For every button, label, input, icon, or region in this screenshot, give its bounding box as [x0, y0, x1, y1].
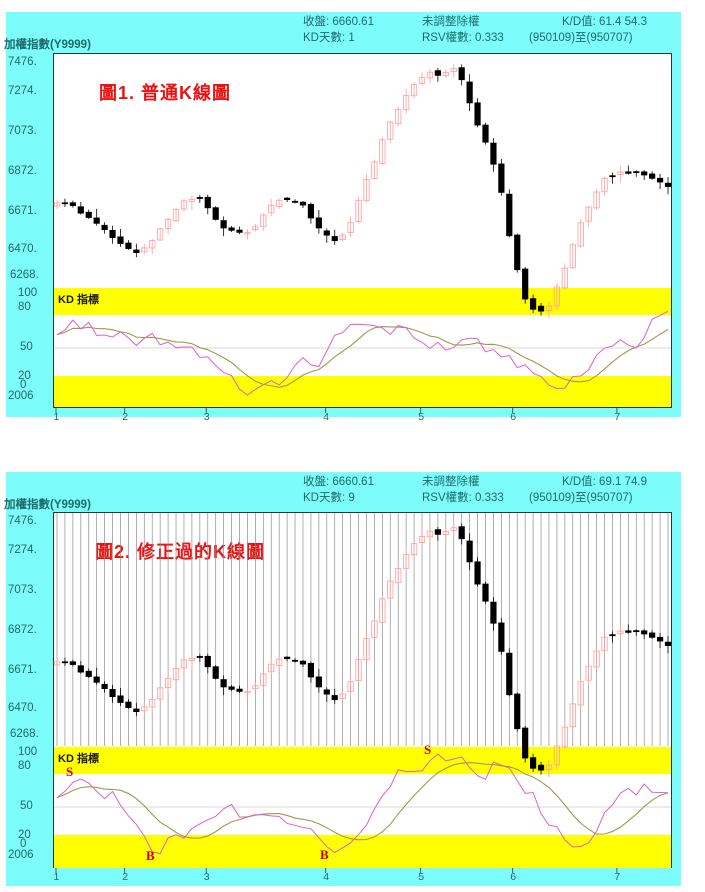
svg-text:5: 5 — [418, 871, 424, 883]
svg-text:6: 6 — [510, 871, 516, 883]
svg-text:7: 7 — [614, 871, 620, 883]
svg-text:3: 3 — [204, 871, 210, 883]
svg-text:4: 4 — [323, 871, 329, 883]
svg-text:1: 1 — [54, 871, 60, 883]
svg-text:2: 2 — [122, 871, 128, 883]
